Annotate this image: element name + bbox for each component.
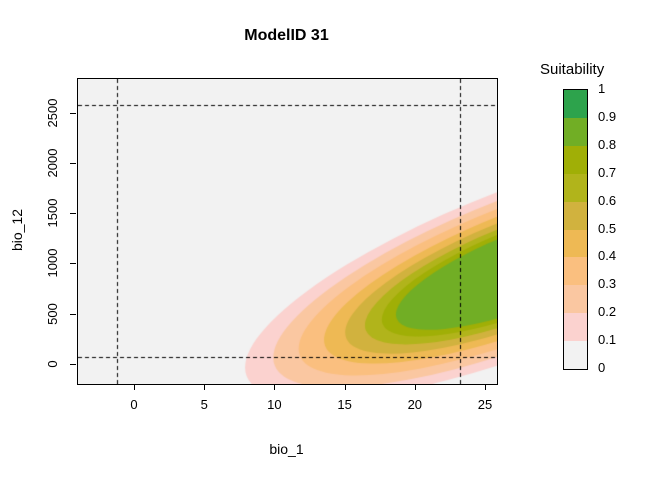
contour-plot-canvas <box>78 79 497 384</box>
legend-color-segment <box>564 285 587 314</box>
y-axis-tick-label: 1000 <box>45 248 60 278</box>
legend-tick-label: 0.2 <box>598 304 617 320</box>
legend-tick-label: 0.8 <box>598 136 617 152</box>
legend-color-segment <box>564 201 587 230</box>
legend-color-segment <box>564 117 587 146</box>
legend-color-segment <box>564 145 587 174</box>
legend-color-segment <box>564 229 587 258</box>
y-axis-tick <box>70 364 76 365</box>
x-axis-tick <box>344 384 346 390</box>
y-axis-tick <box>70 263 76 265</box>
y-axis-tick <box>70 213 76 215</box>
y-axis-tick-label: 0 <box>45 360 60 368</box>
legend-color-segment <box>564 257 587 286</box>
y-axis-tick <box>70 112 76 114</box>
x-axis-tick-label: 15 <box>337 397 352 412</box>
legend-tick-label: 1 <box>598 81 606 96</box>
x-axis-tick-label: 5 <box>200 397 208 412</box>
legend-tick-label: 0.7 <box>598 164 617 180</box>
x-axis-tick-label: 10 <box>267 397 282 412</box>
legend-tick-label: 0.6 <box>598 192 617 208</box>
x-axis-tick-label: 20 <box>407 397 423 412</box>
x-axis-tick <box>485 384 486 390</box>
legend-tick-label: 0.5 <box>598 220 617 236</box>
x-axis-label: bio_1 <box>269 441 304 457</box>
legend-tick-label: 0.4 <box>598 248 617 264</box>
chart-title: ModelID 31 <box>244 27 329 44</box>
x-axis-tick-label: 0 <box>130 397 138 412</box>
y-axis-tick <box>70 162 76 164</box>
legend-title: Suitability <box>540 61 605 78</box>
x-axis-tick-label: 25 <box>477 397 493 412</box>
legend-tick-label: 0.3 <box>598 276 617 292</box>
y-axis-tick-label: 2000 <box>45 148 60 178</box>
y-axis-tick <box>70 313 76 315</box>
y-axis-tick-label: 500 <box>45 302 60 325</box>
x-axis-tick <box>134 384 135 390</box>
legend-color-segment <box>564 313 587 342</box>
y-axis-label: bio_12 <box>9 208 25 252</box>
legend-tick-label: 0 <box>598 360 606 375</box>
legend-color-segment <box>564 173 587 202</box>
legend-tick-label: 0.1 <box>598 332 617 348</box>
legend-colorbar <box>563 89 588 370</box>
plot-area <box>77 78 498 385</box>
y-axis-tick-label: 2500 <box>45 98 60 127</box>
x-axis-tick <box>204 384 206 390</box>
x-axis-tick <box>274 384 276 390</box>
legend-color-segment <box>564 90 587 118</box>
y-axis-tick-label: 1500 <box>45 198 60 228</box>
x-axis-tick <box>414 384 416 390</box>
legend-color-segment <box>564 341 587 370</box>
legend-tick-label: 0.9 <box>598 108 617 124</box>
